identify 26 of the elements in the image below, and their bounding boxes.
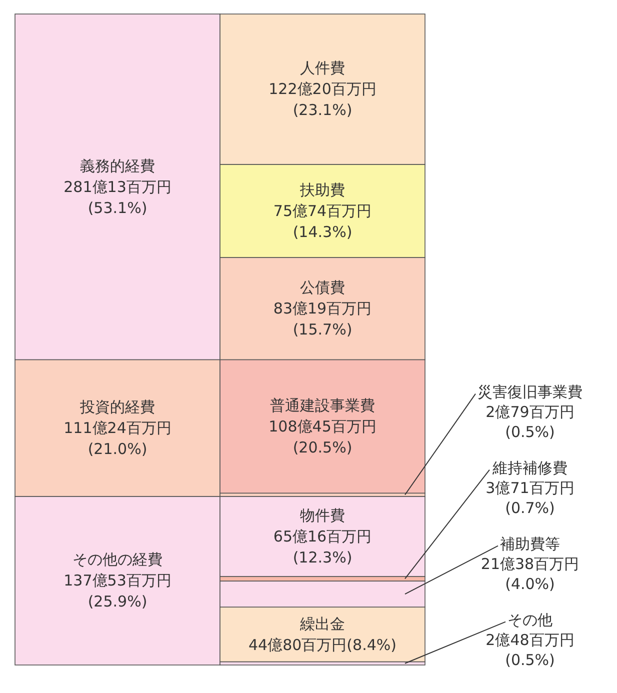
text: 補助費等 bbox=[500, 535, 560, 553]
series-label: 投資的経費 bbox=[79, 398, 155, 416]
data-label: 44億80百万円(8.4%) bbox=[248, 636, 396, 654]
data-label: 281億13百万円 (53.1%) bbox=[64, 178, 172, 217]
series-label: 繰出金 bbox=[299, 614, 345, 633]
series-label: 物件費 bbox=[300, 506, 345, 524]
data-label: 65億16百万円 (12.3%) bbox=[273, 527, 372, 566]
series-label: 公債費 bbox=[300, 278, 345, 297]
text: 災害復旧事業費 bbox=[478, 383, 582, 401]
data-label: 122億20百万円 (23.1%) bbox=[268, 80, 376, 120]
series-label: 扶助費 bbox=[299, 180, 345, 199]
text: 維持補修費 bbox=[492, 459, 568, 477]
data-label: 21億38百万円 (4.0%) bbox=[480, 555, 580, 593]
series-label: 義務的経費 bbox=[80, 156, 155, 175]
text: その他 bbox=[508, 611, 552, 629]
data-label: 2億48百万円 (0.5%) bbox=[486, 631, 574, 669]
series-label: 普通建設事業費 bbox=[270, 396, 375, 414]
data-label: 75億74百万円 (14.3%) bbox=[273, 202, 372, 241]
series-label: その他の経費 bbox=[72, 550, 162, 569]
data-label: 111億24百万円 (21.0%) bbox=[64, 419, 172, 458]
data-label: 108億45百万円 (20.5%) bbox=[268, 417, 376, 456]
series-label: 人件費 bbox=[300, 59, 345, 78]
data-label: 2億79百万円 (0.5%) bbox=[486, 403, 574, 441]
data-label: 83億19百万円 (15.7%) bbox=[273, 300, 372, 339]
data-label: 137億53百万円 (25.9%) bbox=[64, 572, 172, 611]
data-label: 3億71百万円 (0.7%) bbox=[486, 479, 574, 517]
